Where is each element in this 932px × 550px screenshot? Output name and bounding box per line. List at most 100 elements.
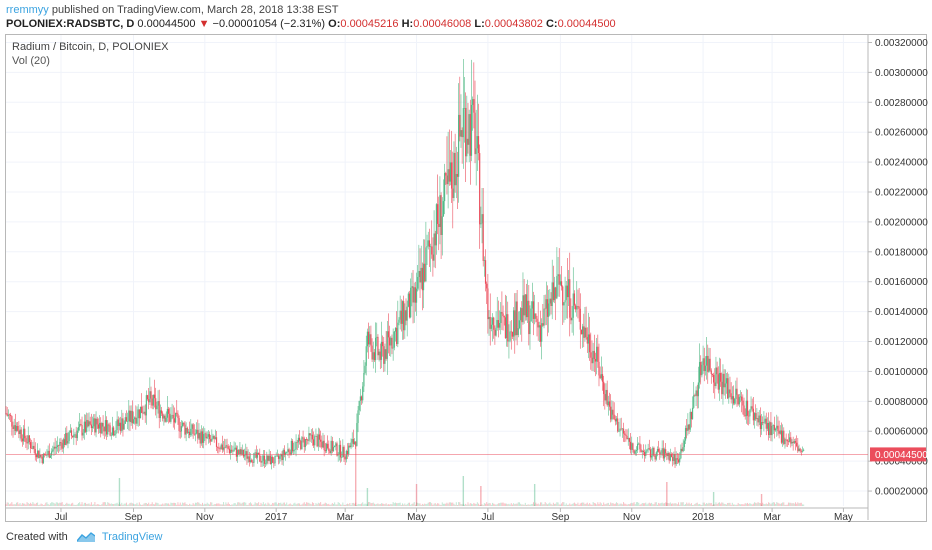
candle-body [376, 336, 378, 338]
volume-bar [724, 504, 726, 506]
candle-body [480, 223, 482, 225]
volume-bar [703, 502, 705, 506]
volume-bar [791, 503, 793, 506]
candle-body [321, 441, 323, 448]
candle-body [111, 427, 114, 436]
volume-bar [237, 502, 239, 506]
candle-body [323, 440, 325, 451]
candle-body [345, 451, 347, 460]
volume-bar [379, 504, 381, 506]
volume-bar [218, 503, 220, 506]
volume-bar [65, 503, 67, 506]
volume-bar [473, 502, 475, 506]
volume-bar [578, 504, 580, 506]
candle-body [418, 270, 420, 277]
candle-body [382, 341, 384, 347]
candle-body [553, 287, 556, 301]
volume-bar [535, 502, 537, 506]
volume-bar [638, 502, 640, 506]
y-tick-label: 0.00060000 [875, 427, 928, 438]
candle-body [681, 448, 683, 452]
volume-bar [771, 502, 773, 506]
volume-bar [320, 502, 322, 506]
volume-bar [669, 502, 671, 506]
candle-body [72, 435, 74, 438]
volume-bar [720, 503, 722, 506]
volume-bar [766, 504, 768, 506]
candle-body [607, 401, 609, 406]
candle-body [153, 394, 156, 399]
volume-bar [363, 504, 365, 506]
candle-body [22, 428, 25, 442]
candle-body [121, 418, 123, 431]
candle-body [408, 293, 411, 318]
volume-bar [480, 504, 482, 506]
candle-body [763, 422, 765, 424]
candle-body [585, 327, 587, 338]
candle-body [348, 445, 350, 455]
candle-body [123, 423, 125, 430]
candle-body [282, 449, 284, 461]
volume-bar [185, 503, 187, 506]
volume-bar [582, 502, 584, 506]
time-axis: Jul Sep Nov 2017 Mar May Jul Sep Nov 2018 Mar May [6, 507, 868, 523]
volume-bar [147, 504, 149, 506]
candle-body [591, 357, 593, 364]
candle-body [12, 426, 14, 430]
candle-body [210, 439, 212, 442]
candle-body [107, 424, 109, 435]
candle-body [442, 201, 445, 217]
volume-bar [796, 503, 798, 506]
candle-body [383, 346, 385, 364]
candle-body [131, 410, 133, 424]
volume-bar [642, 503, 644, 506]
volume-bar [21, 503, 23, 506]
volume-bar [490, 504, 492, 506]
candle-body [767, 422, 770, 436]
candle-body [49, 455, 52, 458]
candle-body [672, 457, 674, 461]
publisher-username[interactable]: rremmyy [6, 4, 49, 16]
volume-bar [201, 502, 203, 506]
volume-bar [390, 503, 392, 506]
volume-bar [252, 504, 254, 506]
volume-bar [737, 502, 739, 506]
candle-body [169, 413, 171, 422]
tradingview-brand-link[interactable]: TradingView [101, 531, 163, 543]
volume-bar [242, 502, 244, 506]
candle-body [150, 391, 152, 399]
volume-bar [721, 502, 723, 506]
candle-body [100, 422, 102, 434]
volume-bar [749, 503, 751, 506]
volume-bar [743, 504, 745, 506]
candle-body [400, 310, 402, 324]
candle-body [14, 425, 16, 431]
candle-body [626, 435, 628, 440]
volume-bar [177, 502, 179, 506]
close-label: C: [545, 18, 558, 30]
candle-body [634, 451, 636, 454]
volume-spike-bar [118, 478, 121, 506]
candle-body [51, 451, 53, 456]
candle-body [405, 310, 407, 321]
candle-body [80, 424, 82, 425]
candle-body [52, 449, 54, 452]
candle-body [309, 433, 311, 436]
volume-bar [362, 502, 364, 506]
candle-body [708, 358, 710, 372]
volume-bar [556, 502, 558, 506]
candle-body [507, 314, 509, 342]
close-value: 0.00044500 [557, 18, 616, 30]
volume-bar [42, 504, 44, 506]
candle-body [632, 443, 634, 450]
volume-bar [200, 504, 202, 506]
volume-bar [371, 502, 373, 506]
volume-bar [329, 504, 331, 506]
candle-body [775, 428, 777, 431]
last-price: 0.00044500 [137, 18, 196, 30]
volume-bar [529, 504, 531, 506]
volume-bar [740, 504, 742, 506]
candle-body [332, 446, 335, 452]
candle-body [542, 323, 544, 326]
